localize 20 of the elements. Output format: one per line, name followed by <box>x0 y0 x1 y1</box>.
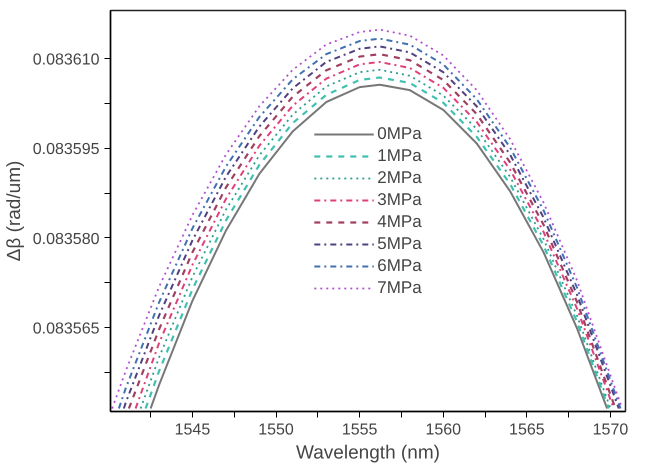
y-axis-title: Δβ (rad/um) <box>4 160 25 262</box>
x-tick-label: 1550 <box>258 422 294 438</box>
x-tick-label: 1565 <box>509 422 545 438</box>
y-tick-label: 0.083595 <box>32 141 100 158</box>
legend-label: 1MPa <box>377 146 422 166</box>
x-tick-label: 1555 <box>342 422 378 438</box>
legend-label: 2MPa <box>377 168 422 188</box>
x-tick-label: 1560 <box>425 422 462 438</box>
y-tick-label: 0.083610 <box>32 51 100 68</box>
legend-label: 4MPa <box>377 212 422 232</box>
legend-label: 0MPa <box>377 124 422 144</box>
x-tick-label: 1570 <box>592 422 628 438</box>
x-tick-label: 1545 <box>174 422 210 438</box>
legend-label: 5MPa <box>377 234 422 254</box>
y-tick-label: 0.083565 <box>32 320 100 338</box>
legend-label: 3MPa <box>377 190 422 210</box>
y-tick-label: 0.083580 <box>32 230 100 248</box>
x-axis-title: Wavelength (nm) <box>296 442 440 464</box>
legend-label: 7MPa <box>377 278 422 298</box>
legend-label: 6MPa <box>377 256 422 276</box>
